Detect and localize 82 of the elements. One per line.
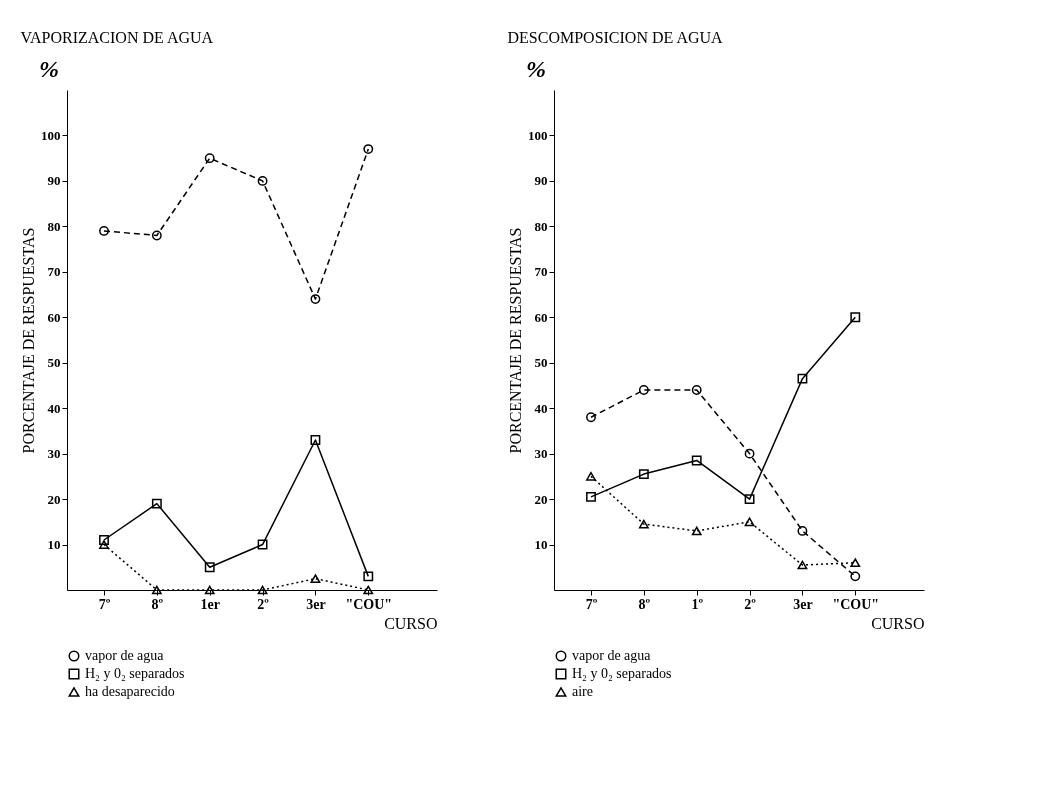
- y-tick-label: 70: [534, 264, 548, 280]
- y-tick-label: 90: [534, 173, 548, 189]
- x-tick-label: 7º: [585, 596, 598, 612]
- point: [363, 144, 374, 155]
- point: [310, 294, 321, 305]
- x-tick-label: 8º: [151, 596, 164, 612]
- point: [257, 585, 268, 595]
- text: %: [526, 56, 546, 82]
- y-tick-label: 20: [534, 491, 548, 507]
- y-tick-label: 50: [534, 355, 548, 371]
- point: [99, 225, 109, 236]
- y-tick-label: 20: [47, 491, 61, 507]
- point: [204, 562, 215, 573]
- x-tick-label: 1º: [691, 596, 704, 612]
- point: [363, 585, 374, 595]
- legend-label: vapor de agua: [572, 648, 652, 663]
- legend-label: H₂ y 0₂ separados: [572, 666, 672, 681]
- x-axis-title: CURSO: [871, 614, 925, 632]
- point: [586, 471, 596, 481]
- point: [691, 455, 702, 466]
- y-tick-label: 50: [47, 355, 61, 371]
- x-tick-label: 2º: [744, 596, 757, 612]
- point: [310, 435, 321, 445]
- point: [691, 526, 702, 536]
- y-tick-label: 70: [47, 264, 61, 280]
- point: [744, 494, 755, 505]
- point: [638, 385, 649, 395]
- chart-title: VAPORIZACION DE AGUA: [20, 29, 214, 46]
- point: [850, 312, 861, 323]
- y-tick-label: 40: [534, 400, 548, 416]
- point: [586, 491, 596, 502]
- x-tick-label: 8º: [638, 596, 651, 612]
- y-axis-title: PORCENTAJE DE RESPUESTAS: [20, 227, 37, 454]
- point: [257, 175, 268, 186]
- y-tick-label: 80: [534, 218, 548, 234]
- point: [797, 373, 808, 384]
- chart-title: DESCOMPOSICION DE AGUA: [507, 29, 724, 46]
- y-axis-title: PORCENTAJE DE RESPUESTAS: [507, 227, 524, 454]
- legend-label: ha desaparecido: [85, 684, 175, 699]
- point: [363, 571, 374, 582]
- point: [586, 412, 596, 423]
- x-tick-label: 7º: [98, 596, 111, 612]
- x-axis-title: CURSO: [384, 614, 438, 632]
- legend-label: vapor de agua: [85, 648, 165, 663]
- y-tick-label: 10: [534, 537, 548, 553]
- point: [797, 525, 808, 536]
- y-tick-label: 60: [47, 309, 61, 325]
- point: [99, 535, 109, 545]
- x-tick-label: "COU": [345, 596, 393, 612]
- legend-label: aire: [572, 684, 593, 699]
- point: [744, 448, 755, 459]
- legend-label: H₂ y 0₂ separados: [85, 666, 185, 681]
- point: [850, 558, 861, 568]
- point: [257, 539, 268, 550]
- point: [691, 385, 702, 395]
- y-tick-label: 100: [528, 127, 548, 143]
- point: [310, 574, 321, 584]
- point: [151, 498, 162, 509]
- point: [744, 517, 755, 527]
- x-tick-label: 1er: [200, 596, 220, 612]
- y-tick-label: 40: [47, 400, 61, 416]
- y-tick-label: 80: [47, 218, 61, 234]
- text: %: [39, 56, 59, 82]
- y-tick-label: 10: [47, 537, 61, 553]
- x-tick-label: 3er: [793, 596, 813, 612]
- point: [151, 230, 162, 241]
- point: [99, 540, 109, 549]
- point: [850, 571, 861, 582]
- x-tick-label: "COU": [832, 596, 880, 612]
- point: [638, 519, 649, 529]
- y-tick-label: 60: [534, 309, 548, 325]
- point: [797, 560, 808, 570]
- y-tick-label: 30: [534, 446, 548, 462]
- y-tick-label: 30: [47, 446, 61, 462]
- point: [151, 585, 162, 595]
- point: [204, 153, 215, 164]
- point: [204, 585, 215, 595]
- y-tick-label: 100: [41, 127, 61, 143]
- y-tick-label: 90: [47, 173, 61, 189]
- point: [638, 469, 649, 480]
- x-tick-label: 2º: [257, 596, 270, 612]
- x-tick-label: 3er: [306, 596, 326, 612]
